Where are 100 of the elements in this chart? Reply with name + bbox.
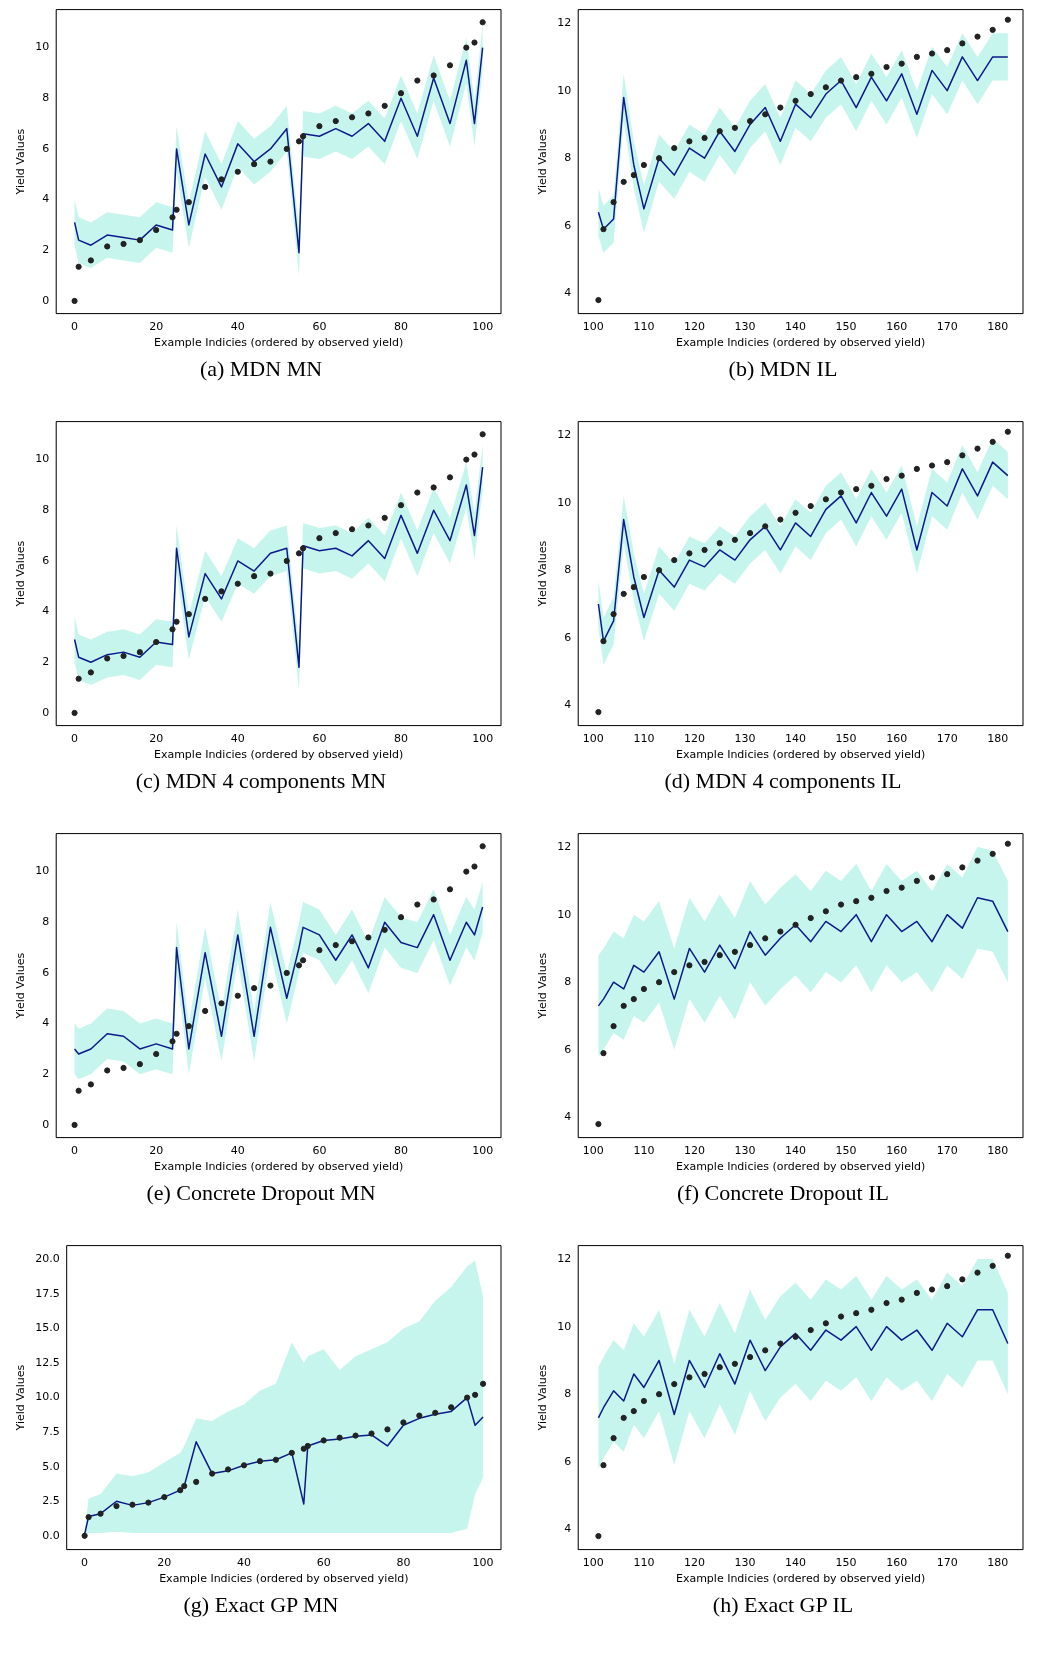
x-tick-label: 140	[785, 732, 807, 746]
y-tick-label: 12	[557, 15, 572, 29]
x-tick-label: 160	[886, 732, 908, 746]
y-tick-label: 10	[557, 83, 572, 97]
y-tick-label: 10	[35, 452, 50, 466]
x-tick-label: 20	[149, 320, 164, 334]
x-tick-label: 100	[472, 1144, 494, 1158]
x-tick-label: 160	[886, 1144, 908, 1158]
x-axis-title: Example Indicies (ordered by observed yield)	[153, 336, 404, 350]
x-tick-label: 80	[396, 1556, 411, 1570]
text: (a) MDN MN	[199, 356, 323, 382]
y-tick-label: 6	[564, 1454, 572, 1468]
y-tick-label: 10	[557, 1319, 572, 1333]
y-tick-label: 0	[42, 293, 50, 307]
x-tick-label: 170	[936, 1556, 958, 1570]
x-tick-label: 20	[149, 732, 164, 746]
y-tick-label: 6	[564, 1042, 572, 1056]
x-tick-label: 20	[157, 1556, 172, 1570]
x-tick-label: 100	[582, 320, 604, 334]
y-tick-label: 12.5	[35, 1355, 60, 1369]
y-tick-label: 2.5	[42, 1494, 60, 1508]
x-tick-label: 150	[835, 1556, 857, 1570]
y-tick-label: 6	[564, 630, 572, 644]
x-tick-label: 170	[936, 732, 958, 746]
y-tick-label: 10	[35, 40, 50, 54]
x-tick-label: 140	[785, 1144, 807, 1158]
x-tick-label: 0	[71, 1144, 79, 1158]
y-tick-label: 6	[42, 553, 50, 567]
y-axis-title: Yield Values	[14, 128, 28, 196]
y-axis-title: Yield Values	[536, 128, 550, 196]
y-tick-label: 6	[42, 965, 50, 979]
x-tick-label: 140	[785, 320, 807, 334]
text: (g) Exact GP MN	[183, 1592, 339, 1618]
x-tick-label: 120	[683, 320, 705, 334]
x-tick-label: 130	[734, 732, 756, 746]
y-tick-label: 6	[564, 218, 572, 232]
y-tick-label: 4	[42, 1016, 50, 1030]
x-tick-label: 60	[312, 1144, 327, 1158]
y-tick-label: 0	[42, 1117, 50, 1131]
y-tick-label: 8	[564, 151, 572, 165]
y-tick-label: 4	[42, 192, 50, 206]
x-tick-label: 150	[835, 1144, 857, 1158]
y-tick-label: 2	[42, 243, 50, 257]
y-tick-label: 7.5	[42, 1425, 60, 1438]
x-tick-label: 40	[230, 1144, 245, 1158]
y-tick-label: 10	[557, 495, 572, 509]
y-axis-title: Yield Values	[536, 952, 550, 1020]
x-tick-label: 100	[472, 732, 494, 746]
y-tick-label: 0	[42, 705, 50, 719]
y-tick-label: 5.0	[42, 1459, 60, 1473]
y-tick-label: 8	[564, 1387, 572, 1401]
text: (d) MDN 4 components IL	[664, 768, 902, 794]
y-tick-label: 10.0	[35, 1390, 60, 1404]
x-tick-label: 100	[582, 1144, 604, 1158]
x-tick-label: 130	[734, 1144, 756, 1158]
y-tick-label: 12	[557, 427, 572, 441]
x-tick-label: 160	[886, 320, 908, 334]
text: (b) MDN IL	[728, 356, 838, 382]
y-tick-label: 10	[557, 907, 572, 921]
x-tick-label: 120	[683, 1144, 705, 1158]
y-axis-title: Yield Values	[536, 540, 550, 608]
y-tick-label: 10	[35, 864, 50, 878]
y-tick-label: 2	[42, 1067, 50, 1081]
x-axis-title: Example Indicies (ordered by observed yield)	[675, 748, 926, 762]
x-tick-label: 80	[394, 320, 409, 334]
x-tick-label: 180	[987, 320, 1009, 334]
x-tick-label: 100	[582, 1556, 604, 1570]
x-axis-title: Example Indicies (ordered by observed yield)	[675, 1160, 926, 1174]
text: (h) Exact GP IL	[712, 1592, 854, 1618]
x-tick-label: 20	[149, 1144, 164, 1158]
x-tick-label: 120	[683, 1556, 705, 1570]
x-tick-label: 110	[633, 732, 655, 746]
x-tick-label: 160	[886, 1556, 908, 1570]
text: (c) MDN 4 components MN	[135, 768, 387, 794]
x-tick-label: 180	[987, 732, 1009, 746]
x-tick-label: 60	[312, 732, 327, 746]
x-tick-label: 130	[734, 320, 756, 334]
x-tick-label: 0	[71, 320, 79, 334]
y-tick-label: 0.0	[42, 1528, 60, 1542]
y-tick-label: 8	[564, 563, 572, 577]
y-tick-label: 17.5	[35, 1286, 60, 1300]
x-tick-label: 0	[71, 732, 79, 746]
x-tick-label: 40	[230, 732, 245, 746]
y-tick-label: 15.0	[35, 1321, 60, 1335]
text: (e) Concrete Dropout MN	[146, 1180, 376, 1206]
y-tick-label: 8	[42, 915, 50, 929]
x-tick-label: 110	[633, 320, 655, 334]
x-tick-label: 80	[394, 732, 409, 746]
x-axis-title: Example Indicies (ordered by observed yield)	[159, 1572, 409, 1586]
y-tick-label: 12	[557, 1251, 572, 1265]
x-tick-label: 120	[683, 732, 705, 746]
x-tick-label: 40	[237, 1556, 251, 1570]
x-axis-title: Example Indicies (ordered by observed yield)	[153, 1160, 404, 1174]
x-tick-label: 40	[230, 320, 245, 334]
y-axis-title: Yield Values	[14, 1364, 28, 1432]
y-tick-label: 20.0	[35, 1252, 60, 1266]
x-tick-label: 100	[472, 320, 494, 334]
x-tick-label: 130	[734, 1556, 756, 1570]
y-tick-label: 8	[42, 91, 50, 105]
x-tick-label: 80	[394, 1144, 409, 1158]
